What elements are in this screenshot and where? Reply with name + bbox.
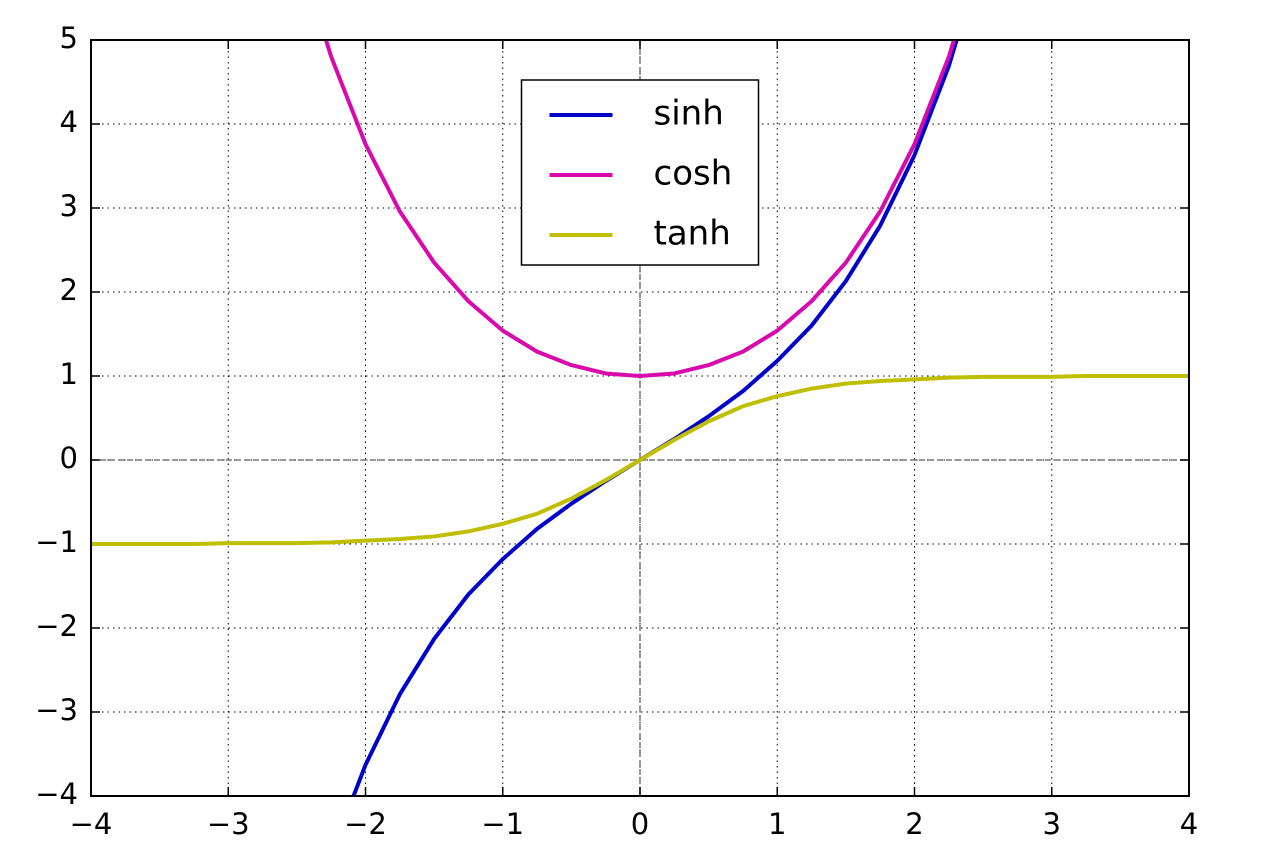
- x-tick-label: −4: [70, 807, 113, 841]
- x-tick-label: 3: [1043, 807, 1061, 841]
- y-tick-label: 1: [60, 357, 78, 391]
- plot-frame: [90, 39, 1190, 797]
- x-tick-label: −2: [344, 807, 387, 841]
- legend-label: tanh: [654, 214, 731, 254]
- x-tick-label: −1: [481, 807, 524, 841]
- y-tick-label: 4: [60, 105, 78, 139]
- y-tick-label: −3: [35, 693, 78, 727]
- y-tick-label: −1: [35, 525, 78, 559]
- x-tick-label: 4: [1180, 807, 1198, 841]
- x-tick-label: −3: [207, 807, 250, 841]
- x-tick-label: 1: [768, 807, 786, 841]
- legend-label: sinh: [654, 94, 724, 134]
- series-line: [91, 374, 1189, 546]
- series-line: [323, 40, 957, 378]
- y-tick-label: 0: [60, 441, 78, 475]
- x-tick-label: 2: [905, 807, 923, 841]
- legend-label: cosh: [654, 154, 733, 194]
- y-tick-label: 2: [60, 273, 78, 307]
- y-tick-label: −2: [35, 609, 78, 643]
- y-tick-label: 5: [60, 21, 78, 55]
- y-tick-label: 3: [60, 189, 78, 223]
- y-tick-label: −4: [35, 777, 78, 811]
- x-tick-label: 0: [631, 807, 649, 841]
